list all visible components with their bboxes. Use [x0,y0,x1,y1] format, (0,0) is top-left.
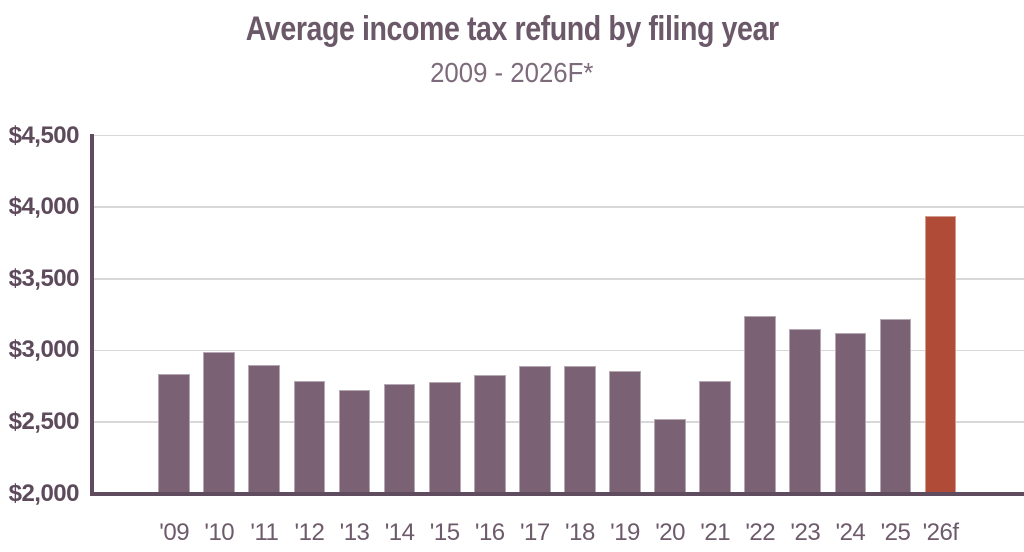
x-tick-label-'11: '11 [250,519,279,546]
bar-'16 [473,374,506,495]
x-tick-label-'16: '16 [474,519,505,546]
y-tick-label-2500: $2,500 [8,408,80,435]
x-tick-label-'20: '20 [655,519,685,546]
bar-'20 [654,418,686,495]
x-tick-label-'23: '23 [790,519,821,546]
bar-'24 [834,332,867,495]
gridline-2500 [93,421,1024,423]
bar-'11 [248,365,281,495]
bar-'09 [158,374,191,495]
x-tick-label-'14: '14 [384,519,415,546]
chart-subtitle: 2009 - 2026F* [0,57,1024,89]
x-tick-label-'24: '24 [835,519,866,546]
x-tick-label-'19: '19 [610,519,640,546]
x-tick-label-'15: '15 [429,519,460,546]
bar-'13 [338,389,371,495]
x-tick-label-'25: '25 [880,519,911,546]
x-tick-label-'09: '09 [159,519,190,546]
bar-'12 [293,380,326,495]
bar-'18 [564,365,596,495]
x-tick-label-'13: '13 [339,519,370,546]
x-tick-label-'17: '17 [519,519,550,546]
y-tick-label-4500: $4,500 [8,121,80,149]
bar-'14 [383,383,416,495]
gridline-4500 [93,134,1024,137]
chart-subtitle-text: 2009 - 2026F* [430,57,594,88]
x-tick-label-'12: '12 [294,519,325,546]
y-tick-label-4000: $4,000 [8,193,80,221]
x-tick-label-'10: '10 [204,519,235,546]
bar-'21 [699,380,732,495]
bar-'10 [203,352,236,495]
y-tick-label-3000: $3,000 [8,336,80,364]
x-tick-label-'18: '18 [565,519,595,546]
x-tick-label-'21: '21 [700,519,731,546]
gridline-3000 [93,349,1024,352]
bar-'15 [428,381,461,495]
bar-'22 [744,316,777,495]
bar-'19 [609,371,641,495]
gridline-3500 [93,278,1024,280]
x-axis-line [89,491,1024,496]
gridline-4000 [93,206,1024,208]
chart-title: Average income tax refund by filing year [0,10,1024,49]
bar-'25 [879,319,912,495]
bar-'26f [924,215,957,495]
y-tick-label-2000: $2,000 [8,479,80,507]
bar-'17 [518,365,551,495]
y-tick-label-3500: $3,500 [8,264,80,292]
x-tick-label-'22: '22 [745,519,776,546]
bar-'23 [789,328,822,495]
x-tick-label-'26f: '26f [922,519,959,546]
chart-title-text: Average income tax refund by filing year [245,10,779,48]
y-axis-line [89,134,94,496]
